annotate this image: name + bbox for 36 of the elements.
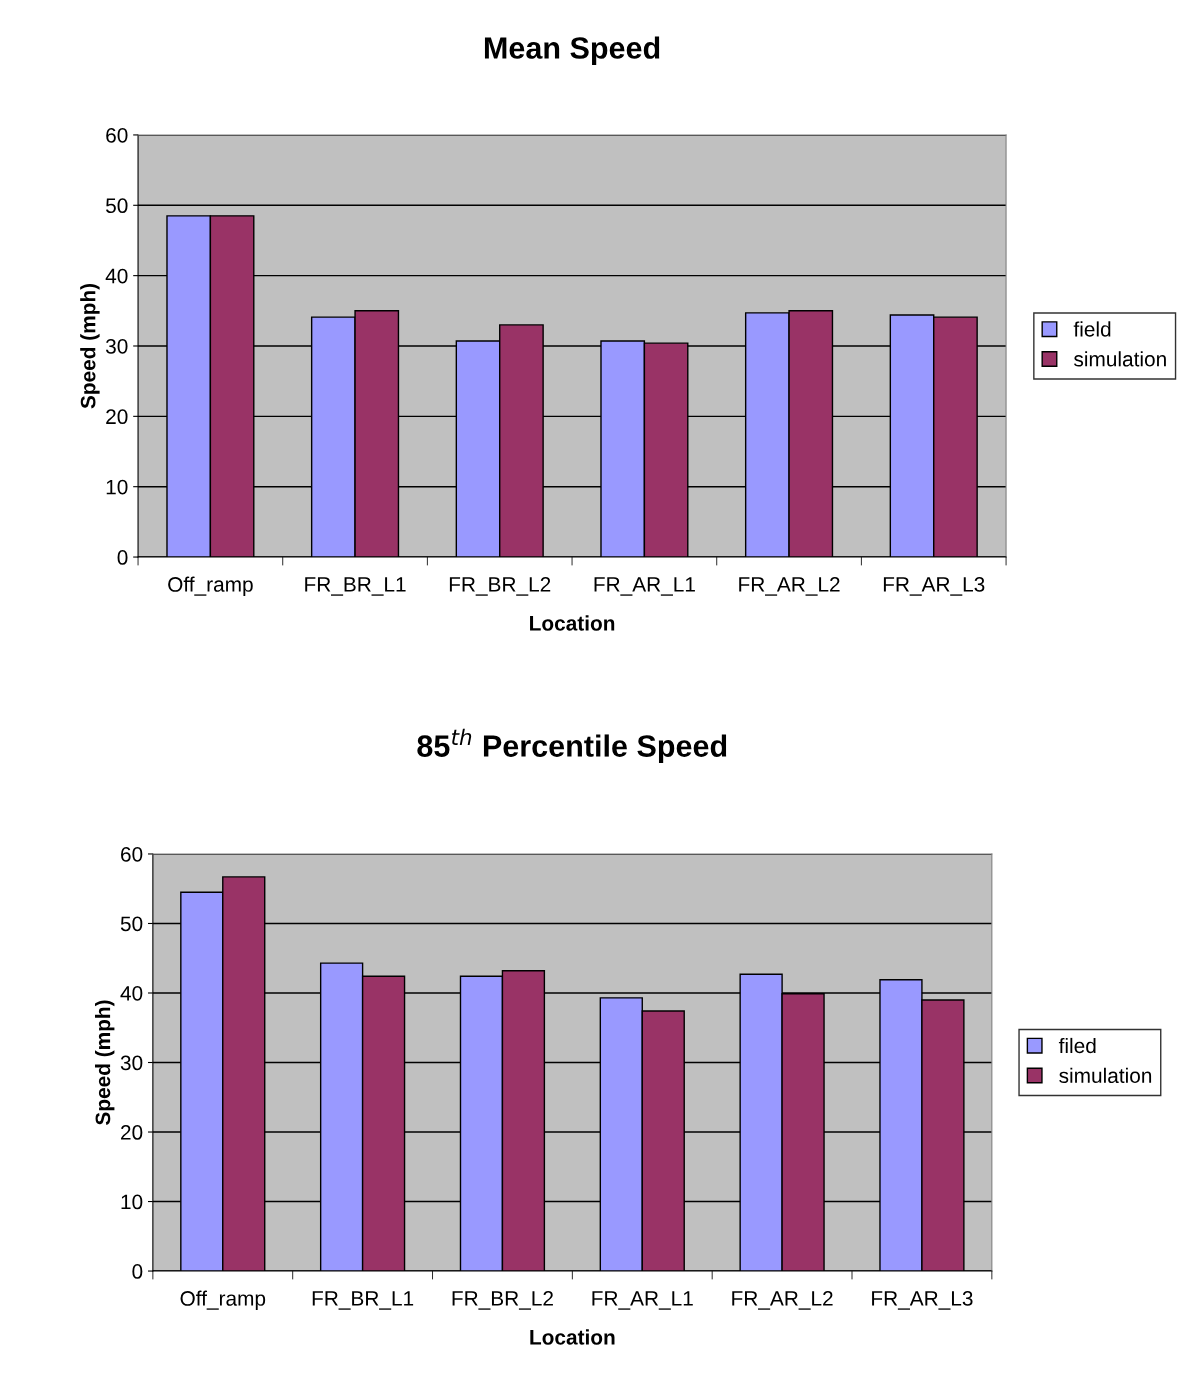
y-tick-label: 20 [106,409,128,425]
x-tick-label: FR_BR_L2 [452,1291,553,1310]
y-tick-label: 40 [120,985,143,1001]
y-axis-title: Speed (mph) [95,1000,115,1125]
y-tick-label: 10 [121,1194,143,1210]
y-tick-label: 30 [105,338,128,354]
y-tick-label: 50 [120,916,143,932]
x-tick-label: FR_AR_L1 [594,577,695,596]
y-tick-label: 40 [105,268,128,284]
chart-title: Mean Speed [484,36,660,65]
y-tick-label: 10 [106,479,128,495]
y-tick-label: 30 [120,1055,143,1071]
x-axis-title: Location [530,615,615,631]
x-tick-label: FR_BR_L2 [449,577,551,596]
legend-label: simulation [1059,1067,1152,1084]
y-axis-title: Speed (mph) [80,283,100,409]
x-tick-label: FR_AR_L2 [739,577,840,596]
legend-label: field [1073,321,1111,337]
x-tick-label: FR_BR_L1 [312,1291,414,1310]
legend-label: simulation [1074,351,1166,367]
y-tick-label: 50 [105,198,128,214]
x-tick-label: FR_AR_L2 [732,1291,833,1310]
x-axis-title: Location [530,1329,615,1345]
x-tick-label: FR_AR_L3 [883,577,985,596]
y-tick-label: 60 [121,846,143,862]
chart-title: 85$^{th}$ Percentile Speed [417,728,727,763]
y-tick-label: 20 [121,1125,143,1140]
legend-label: filed [1058,1037,1096,1054]
x-tick-label: FR_AR_L3 [872,1291,973,1310]
x-tick-label: FR_AR_L1 [592,1291,693,1310]
y-tick-label: 60 [106,127,128,143]
y-tick-label: 0 [132,1264,143,1279]
x-tick-label: Off_ramp [168,576,253,596]
x-tick-label: Off_ramp [180,1290,266,1310]
y-tick-label: 0 [117,550,128,565]
x-tick-label: FR_BR_L1 [305,577,406,596]
